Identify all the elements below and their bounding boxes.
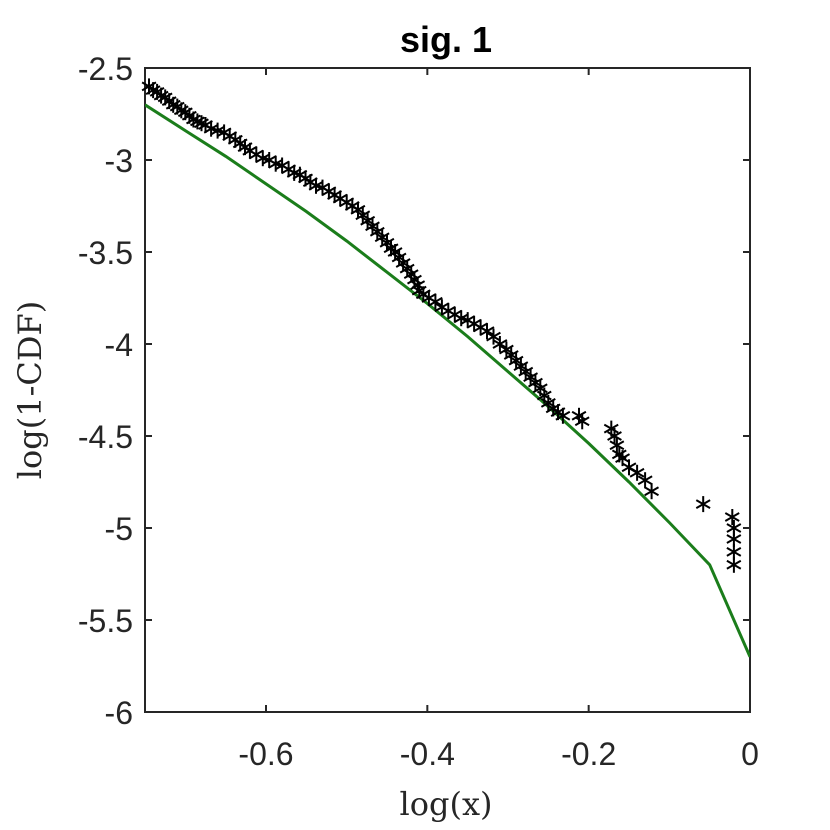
data-point [695,496,711,513]
x-axis-ticks: -0.6 -0.4 -0.2 0 [238,68,759,772]
data-point [574,413,590,430]
y-tick-label: -4 [105,327,133,363]
chart-title: sig. 1 [400,19,492,60]
data-point [724,509,740,525]
x-tick-label: -0.6 [238,736,293,772]
data-markers-layer [141,78,742,573]
data-point [637,472,653,489]
y-tick-label: -5 [105,511,133,547]
data-point [726,556,742,573]
fit-line [145,103,750,658]
data-point [479,323,495,340]
data-point [407,271,422,288]
data-point [555,407,571,424]
data-point [427,293,443,310]
y-tick-label: -3.5 [78,235,133,271]
y-axis-label: log(1-CDF) [11,301,49,479]
plot-frame [144,67,751,713]
data-point [629,464,645,481]
data-point [403,266,419,283]
fit-line-layer [145,103,750,658]
x-tick-label: -0.4 [400,736,455,772]
y-tick-label: -3 [105,143,133,179]
x-tick-label: 0 [741,736,759,772]
y-axis-ticks: -6 -5.5 -5 -4.5 -4 -3.5 -3 -2.5 [78,51,750,731]
data-point [492,336,508,352]
y-tick-label: -6 [105,695,133,731]
data-point [486,328,501,345]
y-tick-label: -2.5 [78,51,133,87]
data-point [609,437,625,454]
x-tick-label: -0.2 [561,736,616,772]
data-point [644,483,660,500]
y-tick-label: -4.5 [78,419,133,455]
data-point [607,428,622,444]
x-axis-label: log(x) [400,785,493,823]
y-tick-label: -5.5 [78,603,133,639]
data-point [571,407,587,424]
